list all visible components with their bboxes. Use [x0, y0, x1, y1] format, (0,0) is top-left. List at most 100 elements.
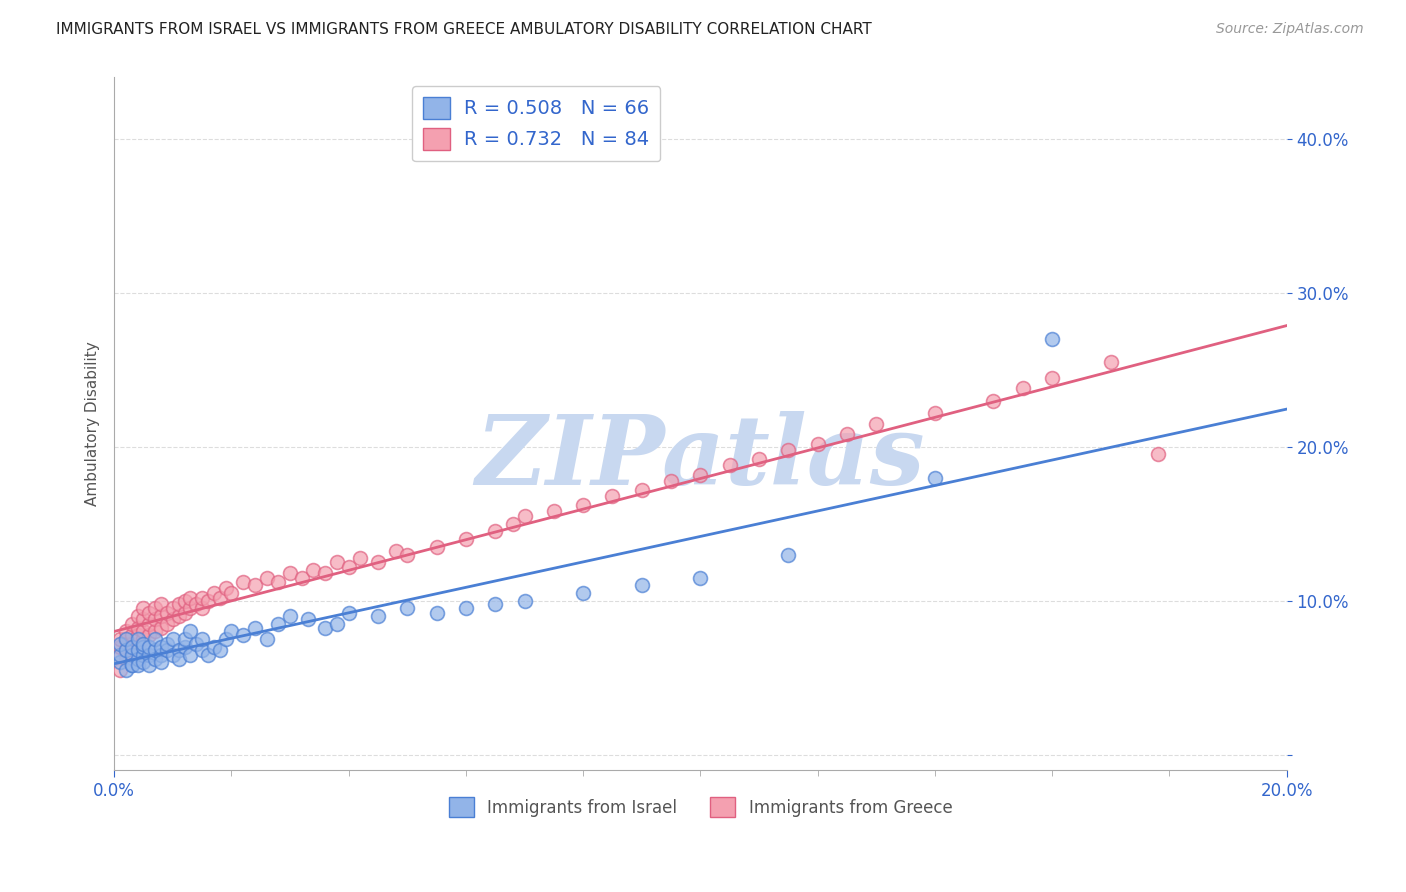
Point [865, 417, 887, 431]
Point [278, 566, 301, 580]
Point [426, 540, 449, 554]
Point [115, 632, 138, 647]
Point [138, 658, 160, 673]
Point [689, 571, 711, 585]
Point [367, 555, 389, 569]
Point [191, 632, 214, 647]
Point [983, 393, 1005, 408]
Point [256, 632, 278, 647]
Point [208, 643, 231, 657]
Point [186, 637, 208, 651]
Point [121, 658, 143, 673]
Point [243, 578, 266, 592]
Point [132, 655, 155, 669]
Text: IMMIGRANTS FROM ISRAEL VS IMMIGRANTS FROM GREECE AMBULATORY DISABILITY CORRELATI: IMMIGRANTS FROM ISRAEL VS IMMIGRANTS FRO… [56, 22, 872, 37]
Point [167, 597, 190, 611]
Point [115, 624, 138, 639]
Point [108, 637, 131, 651]
Point [138, 627, 160, 641]
Point [208, 591, 231, 605]
Text: ZIPatlas: ZIPatlas [475, 411, 925, 506]
Point [143, 601, 166, 615]
Point [127, 632, 149, 647]
Point [138, 648, 160, 662]
Point [302, 563, 325, 577]
Point [150, 655, 173, 669]
Point [278, 609, 301, 624]
Point [108, 663, 131, 677]
Point [1011, 381, 1033, 395]
Point [121, 648, 143, 662]
Point [108, 655, 131, 669]
Point [396, 548, 419, 562]
Point [162, 601, 184, 615]
Point [1146, 448, 1168, 462]
Point [121, 637, 143, 651]
Point [115, 652, 138, 666]
Point [202, 586, 225, 600]
Point [132, 640, 155, 654]
Point [191, 591, 214, 605]
Point [121, 616, 143, 631]
Point [221, 586, 243, 600]
Point [718, 458, 741, 473]
Point [138, 606, 160, 620]
Point [214, 582, 236, 596]
Point [156, 606, 179, 620]
Point [602, 489, 624, 503]
Point [179, 624, 201, 639]
Point [150, 597, 173, 611]
Point [337, 606, 360, 620]
Point [326, 616, 349, 631]
Point [221, 624, 243, 639]
Point [314, 621, 336, 635]
Point [127, 609, 149, 624]
Point [630, 483, 652, 497]
Point [167, 609, 190, 624]
Point [689, 467, 711, 482]
Point [659, 474, 682, 488]
Point [426, 606, 449, 620]
Point [162, 612, 184, 626]
Point [630, 578, 652, 592]
Point [156, 643, 179, 657]
Point [132, 632, 155, 647]
Point [384, 544, 406, 558]
Point [326, 555, 349, 569]
Legend: Immigrants from Israel, Immigrants from Greece: Immigrants from Israel, Immigrants from … [441, 790, 959, 824]
Point [121, 658, 143, 673]
Point [108, 648, 131, 662]
Point [179, 601, 201, 615]
Point [202, 640, 225, 654]
Point [186, 597, 208, 611]
Point [115, 643, 138, 657]
Point [143, 632, 166, 647]
Point [396, 601, 419, 615]
Point [197, 593, 219, 607]
Point [179, 648, 201, 662]
Point [127, 658, 149, 673]
Point [267, 616, 290, 631]
Point [132, 601, 155, 615]
Point [127, 621, 149, 635]
Point [173, 632, 195, 647]
Point [167, 652, 190, 666]
Point [291, 571, 314, 585]
Point [121, 627, 143, 641]
Text: Source: ZipAtlas.com: Source: ZipAtlas.com [1216, 22, 1364, 37]
Point [835, 427, 858, 442]
Point [173, 606, 195, 620]
Point [484, 524, 506, 539]
Point [138, 616, 160, 631]
Point [121, 648, 143, 662]
Point [150, 609, 173, 624]
Point [132, 624, 155, 639]
Point [256, 571, 278, 585]
Point [197, 648, 219, 662]
Point [127, 627, 149, 641]
Y-axis label: Ambulatory Disability: Ambulatory Disability [86, 342, 100, 506]
Point [127, 643, 149, 657]
Point [173, 593, 195, 607]
Point [179, 591, 201, 605]
Point [138, 640, 160, 654]
